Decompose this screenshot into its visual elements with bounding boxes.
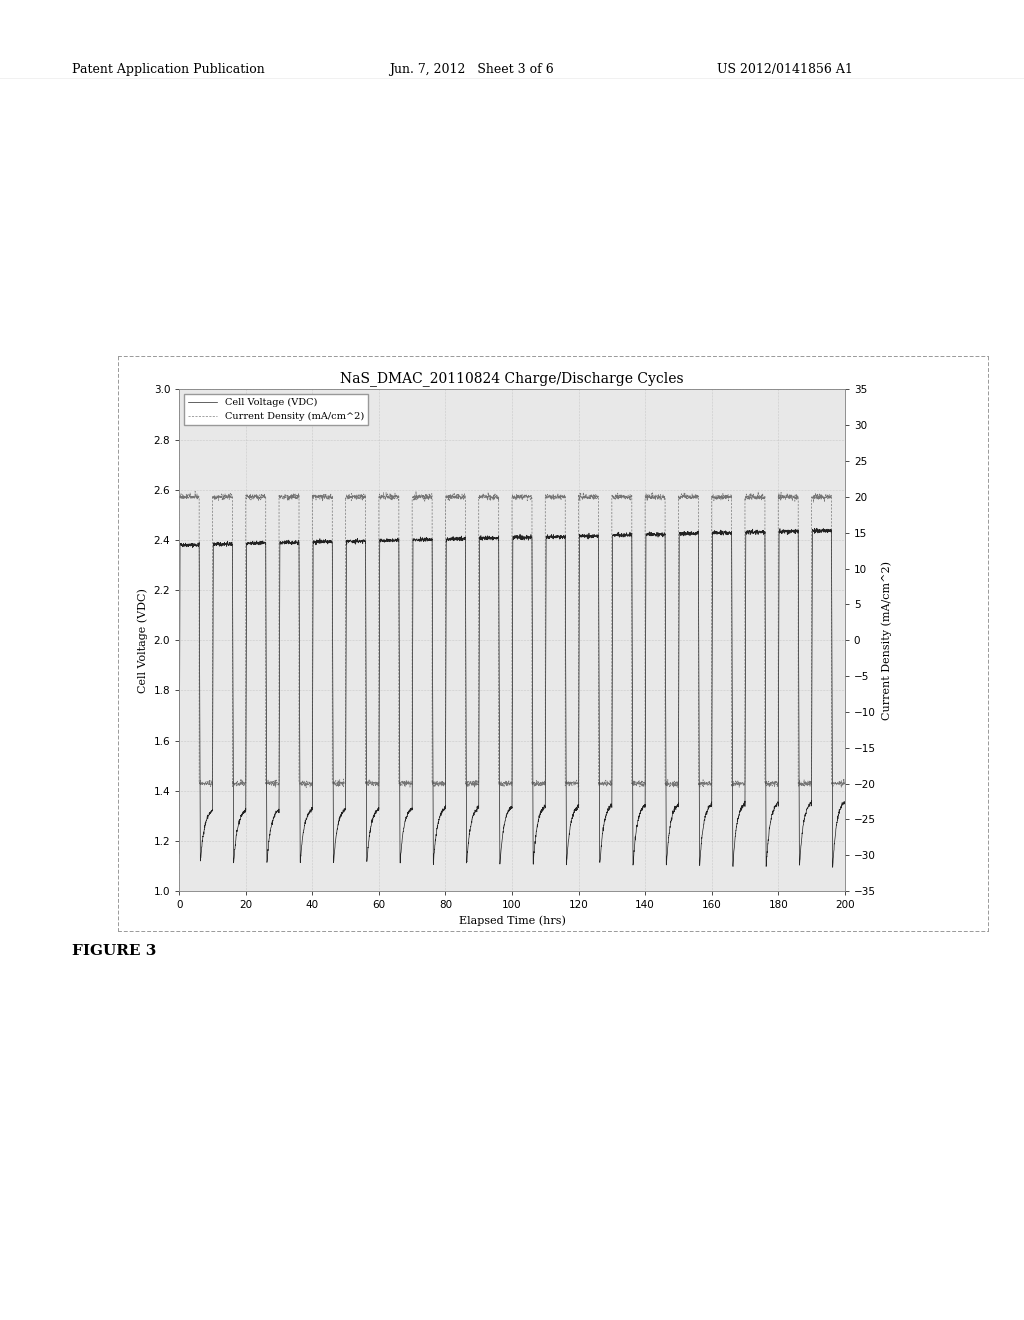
Cell Voltage (VDC) xyxy=(839,796,851,812)
Text: Jun. 7, 2012   Sheet 3 of 6: Jun. 7, 2012 Sheet 3 of 6 xyxy=(389,63,554,77)
Current Density (mA/cm^2) xyxy=(785,491,798,507)
Current Density (mA/cm^2) xyxy=(839,775,851,791)
Text: US 2012/0141856 A1: US 2012/0141856 A1 xyxy=(717,63,853,77)
Cell Voltage (VDC) xyxy=(458,529,470,545)
Line: Cell Voltage (VDC): Cell Voltage (VDC) xyxy=(179,528,845,867)
Current Density (mA/cm^2) xyxy=(489,488,502,504)
Cell Voltage (VDC) xyxy=(818,523,830,539)
Title: NaS_DMAC_20110824 Charge/Discharge Cycles: NaS_DMAC_20110824 Charge/Discharge Cycle… xyxy=(340,371,684,387)
Text: Patent Application Publication: Patent Application Publication xyxy=(72,63,264,77)
Cell Voltage (VDC) xyxy=(785,525,798,541)
Y-axis label: Cell Voltage (VDC): Cell Voltage (VDC) xyxy=(137,587,148,693)
Cell Voltage (VDC) xyxy=(811,520,823,536)
Text: FIGURE 3: FIGURE 3 xyxy=(72,944,156,958)
Current Density (mA/cm^2) xyxy=(173,490,185,506)
Current Density (mA/cm^2) xyxy=(453,487,465,503)
Line: Current Density (mA/cm^2): Current Density (mA/cm^2) xyxy=(179,491,845,788)
Current Density (mA/cm^2) xyxy=(657,487,670,503)
Cell Voltage (VDC) xyxy=(489,531,502,546)
Cell Voltage (VDC) xyxy=(453,532,465,548)
Cell Voltage (VDC) xyxy=(656,529,669,545)
Cell Voltage (VDC) xyxy=(826,859,839,875)
Current Density (mA/cm^2) xyxy=(572,780,585,796)
Cell Voltage (VDC) xyxy=(173,846,185,862)
X-axis label: Elapsed Time (hrs): Elapsed Time (hrs) xyxy=(459,916,565,927)
Legend: Cell Voltage (VDC), Current Density (mA/cm^2): Cell Voltage (VDC), Current Density (mA/… xyxy=(184,395,368,425)
Current Density (mA/cm^2) xyxy=(410,483,422,499)
Current Density (mA/cm^2) xyxy=(459,490,471,506)
Y-axis label: Current Density (mA/cm^2): Current Density (mA/cm^2) xyxy=(882,561,892,719)
Current Density (mA/cm^2) xyxy=(818,490,830,506)
